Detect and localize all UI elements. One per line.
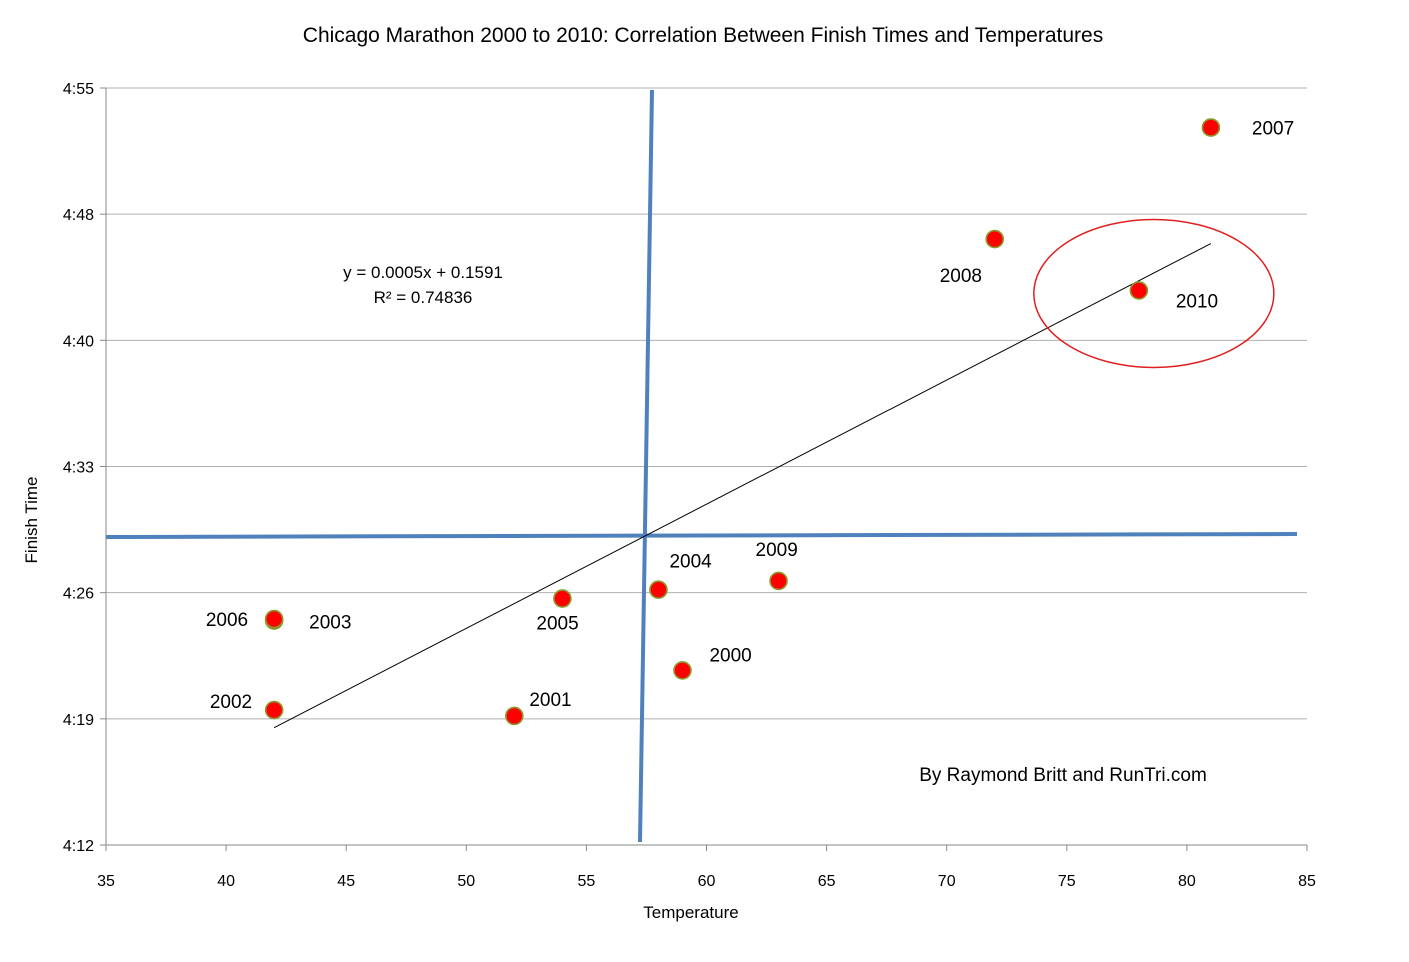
x-tick-label: 60 (698, 873, 716, 890)
x-tick-label: 80 (1178, 873, 1196, 890)
trendline-group (273, 218, 1275, 729)
highlight-circle (1033, 218, 1275, 369)
data-label-2007: 2007 (1252, 119, 1294, 140)
y-tick-label: 4:33 (63, 460, 94, 477)
data-label-2001: 2001 (529, 690, 571, 711)
data-label-2010: 2010 (1176, 291, 1218, 312)
grid-lines (106, 87, 1307, 720)
x-tick-label: 45 (337, 873, 355, 890)
data-labels: 2000 2001 2002 2003 2004 2005 2006 2007 2008 2009… (206, 119, 1294, 713)
data-point-2009 (769, 571, 788, 591)
vertical-quadrant-line (638, 89, 654, 843)
data-point-2010 (1129, 281, 1149, 300)
trendline-r-squared: R² = 0.74836 (374, 288, 473, 307)
y-axis-label: Finish Time (22, 477, 41, 564)
y-tick-label: 4:19 (63, 712, 94, 729)
x-tick-label: 85 (1298, 873, 1316, 890)
x-tick-label: 35 (97, 873, 115, 890)
data-label-2008: 2008 (940, 266, 982, 287)
data-label-2002: 2002 (210, 692, 252, 713)
x-tick-label: 55 (578, 873, 596, 890)
data-point-2008 (985, 229, 1005, 249)
trendline-equation: y = 0.0005x + 0.1591 (343, 263, 503, 282)
x-axis-label: Temperature (643, 903, 738, 922)
y-tick-label: 4:48 (63, 207, 94, 224)
y-tick-label: 4:12 (63, 838, 94, 855)
x-tick-label: 75 (1058, 873, 1076, 890)
data-point-2004 (649, 580, 668, 600)
y-tick-label: 4:40 (63, 333, 94, 350)
chart-title: Chicago Marathon 2000 to 2010: Correlati… (303, 24, 1103, 47)
data-label-2000: 2000 (709, 645, 751, 666)
data-point-2006 (264, 609, 284, 629)
data-label-2004: 2004 (669, 552, 712, 573)
data-label-2005: 2005 (536, 614, 578, 635)
data-point-2000 (673, 661, 692, 680)
data-label-2009: 2009 (756, 540, 798, 561)
data-point-2007 (1201, 118, 1221, 137)
x-tick-label: 40 (217, 873, 235, 890)
data-point-2005 (553, 589, 572, 608)
data-label-2006: 2006 (206, 610, 248, 631)
y-tick-label: 4:55 (63, 81, 94, 98)
credit-annotation: By Raymond Britt and RunTri.com (919, 765, 1207, 786)
axes: 4:12 4:19 4:26 4:33 4:40 4:48 4:55 35 40 45 50 55 60… (63, 81, 1316, 890)
quadrant-lines (105, 89, 1298, 843)
trendline (273, 243, 1212, 729)
x-tick-label: 70 (938, 873, 956, 890)
data-label-2003: 2003 (309, 613, 351, 634)
data-point-2001 (505, 706, 524, 726)
x-tick-label: 50 (457, 873, 475, 890)
data-point-2002 (264, 700, 284, 720)
horizontal-quadrant-line (105, 532, 1298, 539)
data-points (264, 118, 1221, 726)
y-tick-label: 4:26 (63, 586, 94, 603)
x-tick-label: 65 (818, 873, 836, 890)
